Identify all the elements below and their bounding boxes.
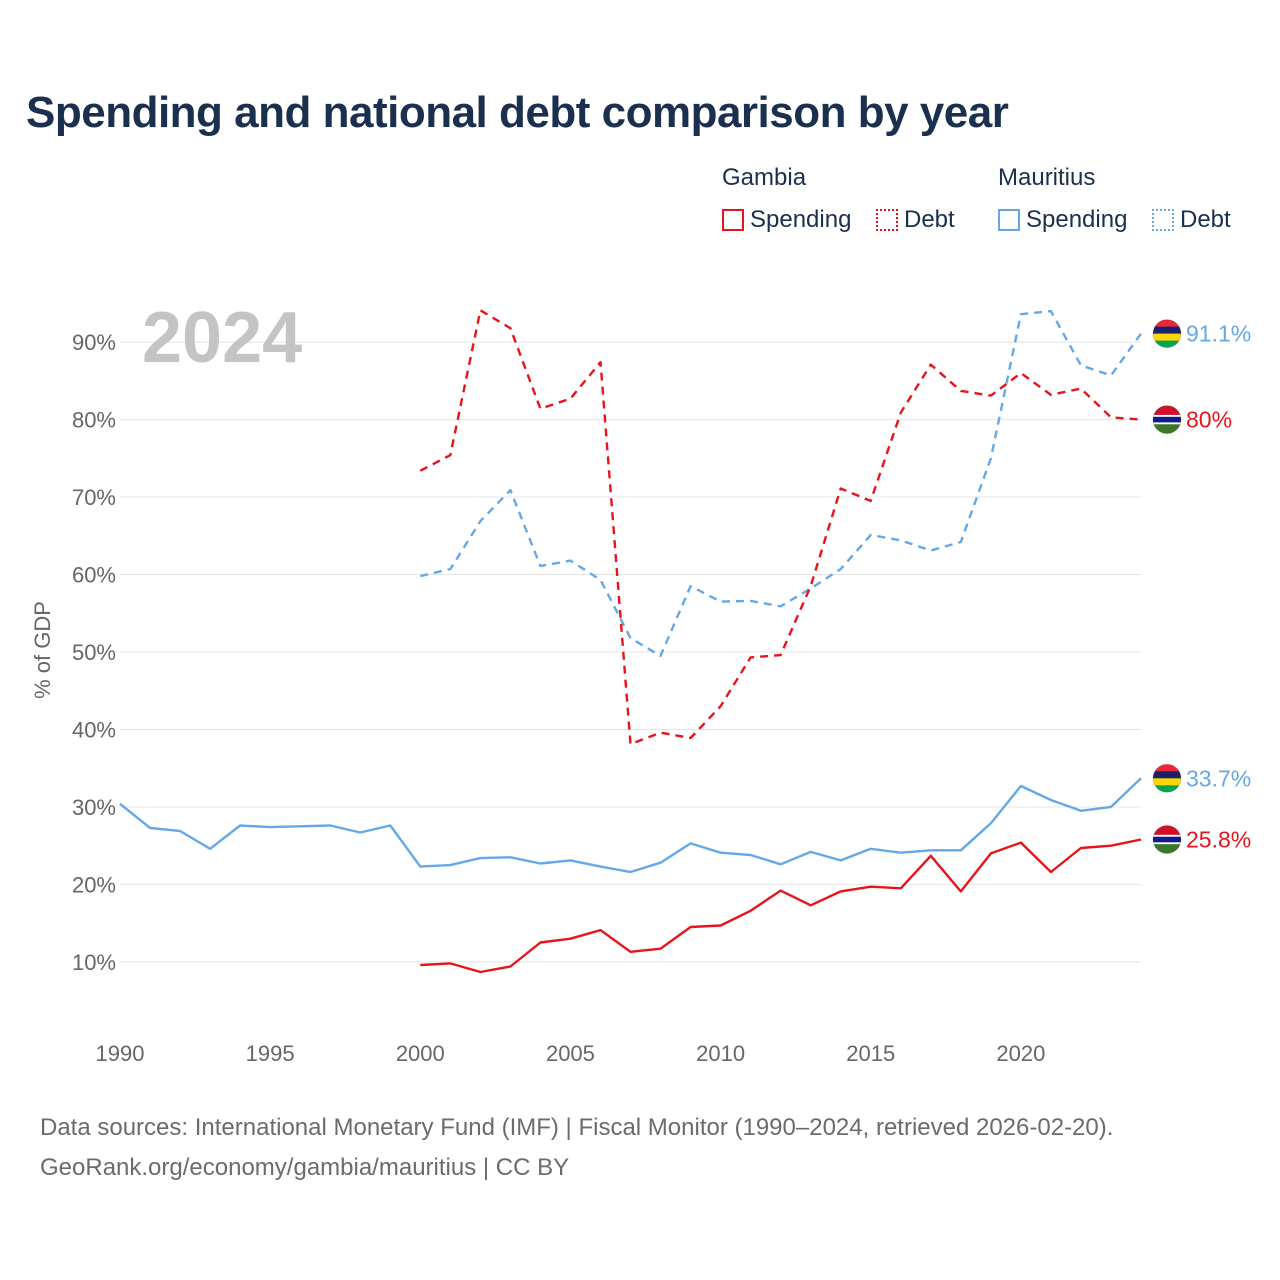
legend-swatch-solid-icon xyxy=(722,209,744,231)
series-line-gambia-spending[interactable] xyxy=(420,838,1142,974)
x-tick-label: 2000 xyxy=(396,1041,445,1066)
chart-title: Spending and national debt comparison by… xyxy=(26,88,1009,137)
year-watermark: 2024 xyxy=(142,298,302,378)
x-tick-label: 2010 xyxy=(696,1041,745,1066)
legend-country-mauritius: Mauritius xyxy=(998,164,1096,191)
y-tick-label: 70% xyxy=(72,485,116,510)
series-line-gambia-debt[interactable] xyxy=(419,309,1142,746)
legend-label: Spending xyxy=(1026,206,1128,233)
y-tick-label: 80% xyxy=(72,408,116,433)
gambia-flag-icon xyxy=(1152,405,1182,435)
grid xyxy=(120,341,1141,963)
y-tick-label: 20% xyxy=(72,872,116,897)
y-tick-label: 50% xyxy=(72,640,116,665)
end-labels: 91.1% 80% 33.7% 25.8% xyxy=(1152,319,1251,854)
y-tick-label: 40% xyxy=(72,717,116,742)
x-tick-label: 1995 xyxy=(246,1041,295,1066)
x-tick-label: 2005 xyxy=(546,1041,595,1066)
x-tick-label: 1990 xyxy=(96,1041,145,1066)
legend-gambia-debt[interactable]: Debt xyxy=(876,205,955,235)
series-line-mauritius-spending[interactable] xyxy=(119,777,1142,874)
legend-country-gambia: Gambia xyxy=(722,164,807,191)
y-tick-label: 30% xyxy=(72,795,116,820)
mauritius-flag-icon xyxy=(1152,319,1182,349)
end-value-label: 91.1% xyxy=(1186,321,1251,347)
series-line-mauritius-debt[interactable] xyxy=(420,309,1142,658)
legend-mauritius-debt[interactable]: Debt xyxy=(1152,205,1231,235)
legend-label: Debt xyxy=(1180,206,1231,233)
legend-gambia-spending[interactable]: Spending xyxy=(722,205,851,235)
x-axis-ticks: 1990 1995 2000 2005 2010 2015 2020 xyxy=(96,1041,1046,1066)
gambia-flag-icon xyxy=(1152,825,1182,854)
series xyxy=(119,309,1142,974)
legend-mauritius-spending[interactable]: Spending xyxy=(998,205,1127,235)
end-value-label: 25.8% xyxy=(1186,826,1251,852)
x-tick-label: 2020 xyxy=(996,1041,1045,1066)
legend-label: Spending xyxy=(750,206,852,233)
source-line-1: Data sources: International Monetary Fun… xyxy=(40,1114,1114,1141)
legend-swatch-solid-icon xyxy=(998,209,1020,231)
end-value-label: 80% xyxy=(1186,407,1232,433)
x-tick-label: 2015 xyxy=(846,1041,895,1066)
y-tick-label: 10% xyxy=(72,950,116,975)
legend-swatch-dotted-icon xyxy=(1152,209,1174,231)
y-tick-label: 60% xyxy=(72,563,116,588)
end-value-label: 33.7% xyxy=(1186,765,1251,791)
mauritius-flag-icon xyxy=(1152,763,1182,793)
y-axis-ticks: 10% 20% 30% 40% 50% 60% 70% 80% 90% xyxy=(72,330,116,975)
y-axis-label: % of GDP xyxy=(30,601,55,699)
source-note: Data sources: International Monetary Fun… xyxy=(40,1108,1113,1188)
legend-label: Debt xyxy=(904,206,955,233)
y-tick-label: 90% xyxy=(72,330,116,355)
source-line-2[interactable]: GeoRank.org/economy/gambia/mauritius | C… xyxy=(40,1154,570,1181)
legend-swatch-dotted-icon xyxy=(876,209,898,231)
